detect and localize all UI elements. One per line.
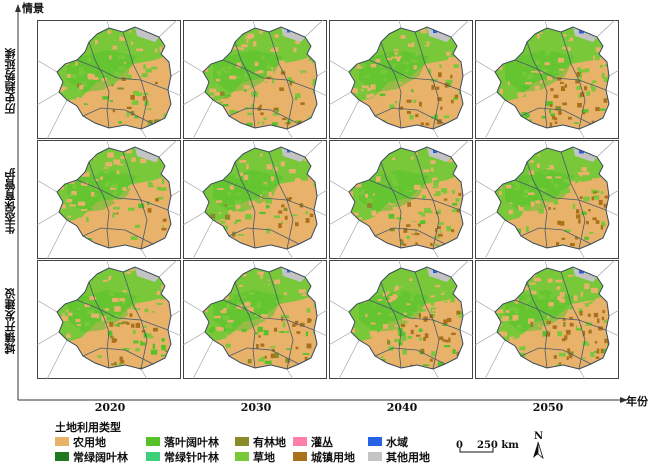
legend-swatch-forest (235, 437, 249, 446)
legend-swatch-water (368, 437, 382, 446)
scale-bar-zero: 0 (456, 440, 463, 451)
row-label-urban-development: 城镇开发建设 (4, 288, 17, 354)
column-label-2050: 2050 (532, 401, 564, 414)
legend-label-evergreen-needleleaf: 常绿针叶林 (164, 450, 219, 464)
legend-label-farmland: 农用地 (73, 435, 106, 449)
map-panel-ecological-protection-2020 (37, 140, 181, 259)
map-panel-ecological-protection-2030 (183, 140, 327, 259)
north-arrow-icon (533, 441, 544, 460)
map-panel-urban-development-2040 (329, 260, 473, 379)
scale-bar: 0 250 km (456, 435, 539, 459)
legend-label-other: 其他用地 (386, 450, 430, 464)
legend-swatch-shrub (293, 437, 307, 446)
legend-item-other: 其他用地 (368, 450, 430, 464)
map-panel-historical-trend-2020 (37, 20, 181, 139)
scale-bar-graphic (459, 448, 494, 453)
legend-title: 土地利用类型 (55, 421, 121, 434)
scale-bar-distance: 250 km (477, 440, 519, 451)
legend-item-evergreen-needleleaf: 常绿针叶林 (146, 450, 219, 464)
legend-label-grassland: 草地 (253, 450, 275, 464)
legend-swatch-other (368, 452, 382, 461)
map-panel-ecological-protection-2040 (329, 140, 473, 259)
map-panel-urban-development-2050 (475, 260, 619, 379)
y-axis-arrow (15, 4, 21, 12)
legend-item-farmland: 农用地 (55, 435, 106, 449)
map-panel-historical-trend-2040 (329, 20, 473, 139)
legend-item-water: 水域 (368, 435, 408, 449)
legend-item-urban: 城镇用地 (293, 450, 355, 464)
row-label-historical-trend: 历史趋势延续 (4, 48, 17, 114)
legend-item-shrub: 灌丛 (293, 435, 333, 449)
map-panel-historical-trend-2030 (183, 20, 327, 139)
column-label-2030: 2030 (240, 401, 272, 414)
legend-swatch-evergreen-broadleaf (55, 452, 69, 461)
column-label-2020: 2020 (94, 401, 126, 414)
legend-swatch-grassland (235, 452, 249, 461)
legend-label-water: 水域 (386, 435, 408, 449)
row-label-ecological-protection: 生态保育管护 (4, 168, 17, 234)
column-label-2040: 2040 (386, 401, 418, 414)
legend-item-deciduous-broadleaf: 落叶阔叶林 (146, 435, 219, 449)
x-axis-title: 年份 (626, 395, 648, 408)
legend-item-evergreen-broadleaf: 常绿阔叶林 (55, 450, 128, 464)
legend-label-evergreen-broadleaf: 常绿阔叶林 (73, 450, 128, 464)
land-use-legend: 土地利用类型 农用地 落叶阔叶林 有林地 灌丛 水域 常绿阔叶林 常绿针叶林 (55, 419, 645, 464)
legend-label-deciduous-broadleaf: 落叶阔叶林 (164, 435, 219, 449)
legend-item-grassland: 草地 (235, 450, 275, 464)
legend-swatch-evergreen-needleleaf (146, 452, 160, 461)
north-arrow-label: N (534, 431, 544, 442)
legend-label-urban: 城镇用地 (311, 450, 355, 464)
map-panel-urban-development-2020 (37, 260, 181, 379)
map-panel-urban-development-2030 (183, 260, 327, 379)
legend-swatch-urban (293, 452, 307, 461)
map-panel-ecological-protection-2050 (475, 140, 619, 259)
y-axis-title: 情景 (22, 2, 44, 15)
legend-label-forest: 有林地 (253, 435, 286, 449)
legend-swatch-farmland (55, 437, 69, 446)
legend-item-forest: 有林地 (235, 435, 286, 449)
x-axis-arrow (620, 397, 628, 403)
legend-swatch-deciduous-broadleaf (146, 437, 160, 446)
map-panel-historical-trend-2050 (475, 20, 619, 139)
legend-label-shrub: 灌丛 (311, 435, 333, 449)
north-arrow: N (530, 431, 546, 461)
